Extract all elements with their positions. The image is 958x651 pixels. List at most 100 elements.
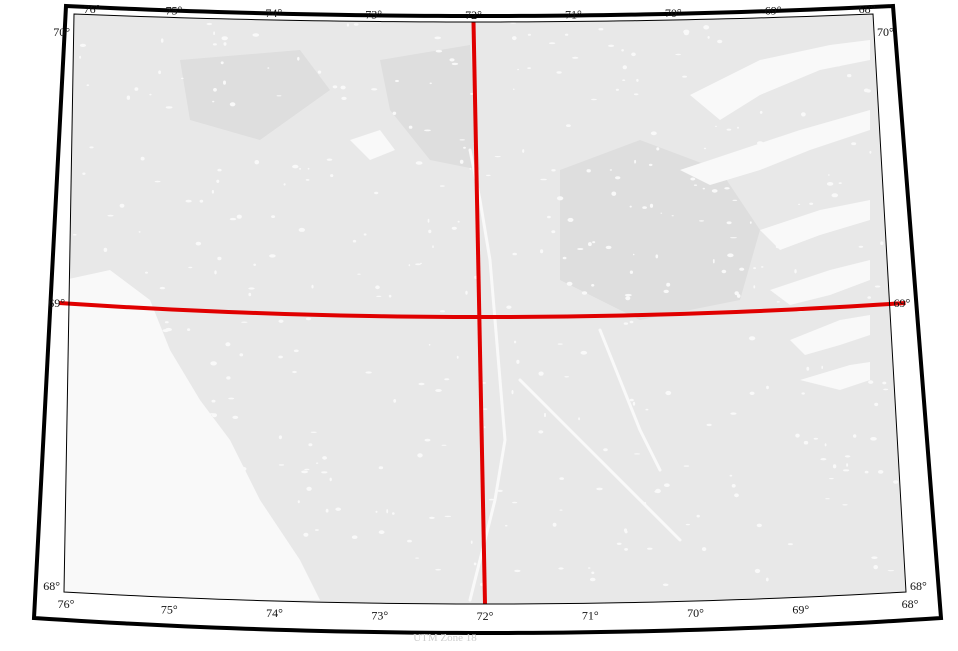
lake: [611, 191, 617, 196]
lon-label-bottom: 68°: [902, 597, 919, 611]
lake: [666, 282, 671, 287]
lake: [726, 221, 732, 225]
map-frame: [31, 3, 944, 636]
lake: [395, 79, 399, 83]
lake: [703, 25, 710, 30]
lake: [119, 448, 122, 451]
lake: [444, 515, 452, 518]
lake: [435, 49, 443, 53]
lake: [863, 88, 869, 93]
lake: [439, 310, 445, 313]
lake: [321, 471, 328, 474]
lake: [317, 70, 322, 74]
lake: [473, 562, 477, 566]
lake: [645, 408, 649, 411]
lake: [702, 187, 705, 190]
lake: [552, 522, 557, 527]
lake: [587, 567, 591, 569]
lake: [739, 267, 745, 271]
lake: [159, 286, 166, 290]
lake: [165, 106, 173, 109]
lake: [308, 443, 313, 447]
lake: [192, 481, 195, 485]
lon-label-bottom: 70°: [687, 606, 704, 620]
lake: [632, 401, 636, 406]
lake: [315, 462, 319, 464]
lake: [145, 271, 148, 274]
lake: [376, 295, 382, 297]
lake: [795, 433, 800, 438]
lake: [326, 158, 333, 161]
lake: [757, 141, 764, 146]
lake: [514, 569, 521, 573]
lake: [756, 523, 762, 528]
lake: [278, 355, 283, 359]
lake: [154, 180, 161, 183]
lake: [825, 498, 830, 500]
lake: [829, 478, 834, 480]
lake: [330, 174, 334, 178]
lake: [564, 33, 569, 36]
lake: [527, 67, 531, 69]
lake: [199, 199, 204, 203]
lake: [299, 168, 302, 170]
lat-label-right: 70°: [877, 25, 894, 39]
lake: [129, 462, 134, 466]
lake: [516, 359, 520, 364]
lake: [418, 382, 425, 386]
lake: [100, 461, 103, 466]
water-body-4: [760, 200, 870, 250]
lake: [497, 489, 503, 492]
lake: [117, 557, 119, 561]
lake: [730, 412, 737, 415]
lake: [517, 68, 519, 71]
lake: [138, 231, 141, 233]
lake: [838, 182, 842, 185]
lake: [656, 147, 660, 151]
lake: [588, 242, 592, 247]
lake: [195, 241, 202, 246]
lat-label-right: 68°: [910, 579, 927, 593]
lake: [634, 159, 637, 164]
lake: [140, 156, 145, 161]
lake: [586, 169, 591, 173]
lake: [206, 22, 213, 26]
water-body-10: [518, 378, 682, 542]
lake: [363, 233, 367, 236]
lake: [852, 119, 857, 124]
lake: [241, 558, 247, 560]
lake: [444, 378, 450, 381]
lake: [690, 177, 696, 181]
lake: [842, 469, 850, 472]
lake: [711, 189, 718, 193]
lake: [809, 202, 814, 205]
lake: [424, 129, 431, 132]
lake: [512, 36, 517, 41]
lake: [278, 435, 282, 440]
lake: [332, 85, 338, 89]
lake: [558, 567, 564, 570]
lon-label-top: 76°: [84, 2, 101, 16]
lake: [513, 88, 515, 91]
lake: [107, 214, 114, 217]
lake: [794, 269, 797, 274]
lake: [212, 43, 217, 46]
lake: [683, 31, 689, 36]
lake: [212, 100, 215, 103]
lake: [248, 292, 252, 297]
lake: [693, 184, 698, 186]
lake: [883, 388, 889, 391]
lake: [826, 182, 834, 186]
lon-label-bottom: 74°: [266, 606, 283, 620]
lake: [647, 547, 653, 550]
lake: [556, 196, 564, 201]
lake: [483, 408, 488, 410]
lake: [729, 474, 733, 477]
lake: [428, 343, 431, 346]
lake: [382, 144, 388, 147]
water-body-7: [800, 362, 870, 390]
lake: [240, 466, 247, 471]
lake: [435, 568, 441, 571]
lake: [623, 322, 629, 325]
lake: [699, 220, 704, 222]
